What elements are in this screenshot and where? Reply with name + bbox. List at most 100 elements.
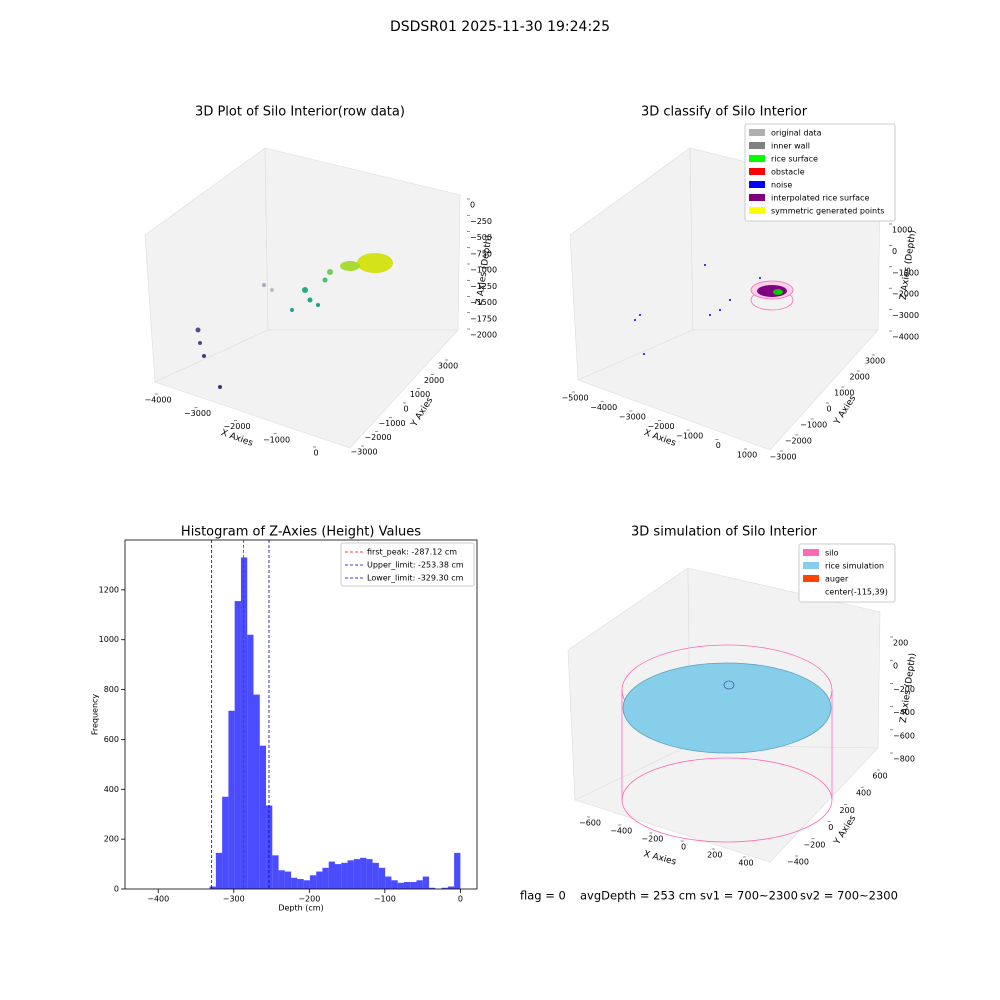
z-tick-label: −600: [893, 731, 915, 740]
z-tick-label: −1500: [470, 298, 497, 307]
classified-points: [634, 264, 794, 355]
z-tick-label: −750: [470, 249, 492, 258]
z-tick-label: −250: [470, 217, 492, 226]
x-tick-label: −2000: [223, 422, 250, 431]
bar: [334, 864, 342, 889]
x-tick-label: −200: [641, 835, 663, 844]
z-tick-label: 1000: [892, 226, 912, 235]
simulation-surface: [621, 644, 833, 843]
y-axis-label: Y Axies: [409, 396, 435, 430]
y-tick-label: −1000: [378, 419, 405, 428]
legend-label: first_peak: -287.12 cm: [367, 548, 457, 557]
bar: [341, 862, 348, 889]
x-tick-label: −4000: [144, 396, 171, 405]
bar: [240, 557, 248, 889]
y-tick-label: 3000: [865, 357, 885, 366]
y-tick-label: −2000: [364, 433, 391, 442]
bar: [397, 882, 404, 889]
z-tick-label: 0: [470, 201, 475, 210]
y-tick-label: 0: [826, 405, 831, 414]
x-tick-label: 0: [681, 843, 686, 852]
legend-box: [744, 123, 896, 222]
legend-swatch: [803, 575, 819, 582]
bar: [303, 880, 310, 889]
plot-frame: [124, 539, 478, 890]
y-axis-label: Y Axies: [832, 394, 858, 428]
bar: [222, 796, 229, 889]
x-axis-label: X Axies: [219, 428, 254, 449]
legend-label: obstacle: [771, 168, 805, 177]
bar: [422, 876, 430, 889]
y-tick-label: −3000: [769, 453, 796, 462]
bar: [215, 852, 223, 889]
y-tick-label: 200: [840, 806, 855, 815]
raw-points: [195, 253, 393, 389]
footer-text: sv1 = 700~2300: [700, 889, 798, 903]
y-tick-label: −200: [803, 840, 825, 849]
z-tick-label: −2000: [470, 331, 497, 340]
y-tick-label: 600: [872, 772, 887, 781]
x-tick-label: −3000: [184, 409, 211, 418]
y-tick-label: 2000: [849, 373, 869, 382]
x-tick-label: 200: [707, 851, 722, 860]
y-tick-label: 1000: [99, 635, 119, 644]
legend-label: rice surface: [771, 155, 818, 164]
legend-swatch: [749, 181, 765, 188]
y-tick-label: 0: [403, 405, 408, 414]
bar: [372, 862, 379, 889]
figure-title: DSDSR01 2025-11-30 19:24:25: [390, 19, 610, 35]
bar: [403, 882, 411, 889]
x-tick-label: −400: [610, 827, 632, 836]
legend-label: auger: [825, 575, 849, 584]
bar: [441, 887, 448, 889]
legend-box: [798, 543, 896, 603]
z-tick-label: 0: [893, 662, 898, 671]
y-tick-label: 1200: [99, 585, 119, 594]
x-tick-label: −300: [223, 895, 245, 904]
z-tick-label: −4000: [892, 333, 919, 342]
y-tick-label: −3000: [350, 448, 377, 457]
y-tick-label: 2000: [424, 376, 444, 385]
y-tick-label: 1000: [410, 390, 430, 399]
chart-title: Histogram of Z-Axies (Height) Values: [181, 525, 421, 540]
x-tick-label: −1000: [263, 435, 290, 444]
legend-swatch: [803, 562, 819, 569]
bar: [278, 870, 285, 889]
x-tick-label: 0: [716, 441, 721, 450]
y-tick-label: −1000: [800, 421, 827, 430]
z-tick-label: −1250: [470, 282, 497, 291]
legend-label: inner wall: [771, 142, 810, 151]
bar: [328, 861, 335, 889]
bar: [391, 880, 398, 889]
bar: [284, 871, 292, 889]
bar: [234, 601, 241, 889]
bar: [209, 886, 216, 889]
z-tick-label: −1000: [470, 266, 497, 275]
footer-text: sv2 = 700~2300: [800, 889, 898, 903]
bar: [272, 855, 279, 889]
footer-text: avgDepth = 253 cm: [580, 889, 696, 903]
bar: [360, 857, 367, 889]
bar: [247, 634, 254, 889]
z-tick-label: 200: [893, 639, 908, 648]
y-tick-label: 600: [104, 735, 119, 744]
x-tick-label: 1000: [737, 451, 757, 460]
bar: [291, 877, 298, 889]
x-tick-label: −100: [374, 895, 396, 904]
z-tick-label: 0: [892, 247, 897, 256]
bar: [309, 875, 317, 889]
x-tick-label: 400: [738, 859, 753, 868]
legend-label: symmetric generated points: [771, 207, 884, 216]
chart-title: 3D Plot of Silo Interior(row data): [195, 105, 405, 120]
z-tick-label: −1000: [892, 268, 919, 277]
x-axis-label: X Axies: [643, 849, 678, 867]
x-tick-label: 0: [458, 895, 463, 904]
y-tick-label: 1000: [834, 389, 854, 398]
legend-label: silo: [825, 549, 839, 558]
chart-title: 3D simulation of Silo Interior: [631, 525, 818, 540]
legend-label: Lower_limit: -329.30 cm: [367, 574, 464, 583]
bar: [297, 879, 304, 889]
x-tick-label: −200: [298, 895, 320, 904]
bar: [353, 859, 361, 889]
